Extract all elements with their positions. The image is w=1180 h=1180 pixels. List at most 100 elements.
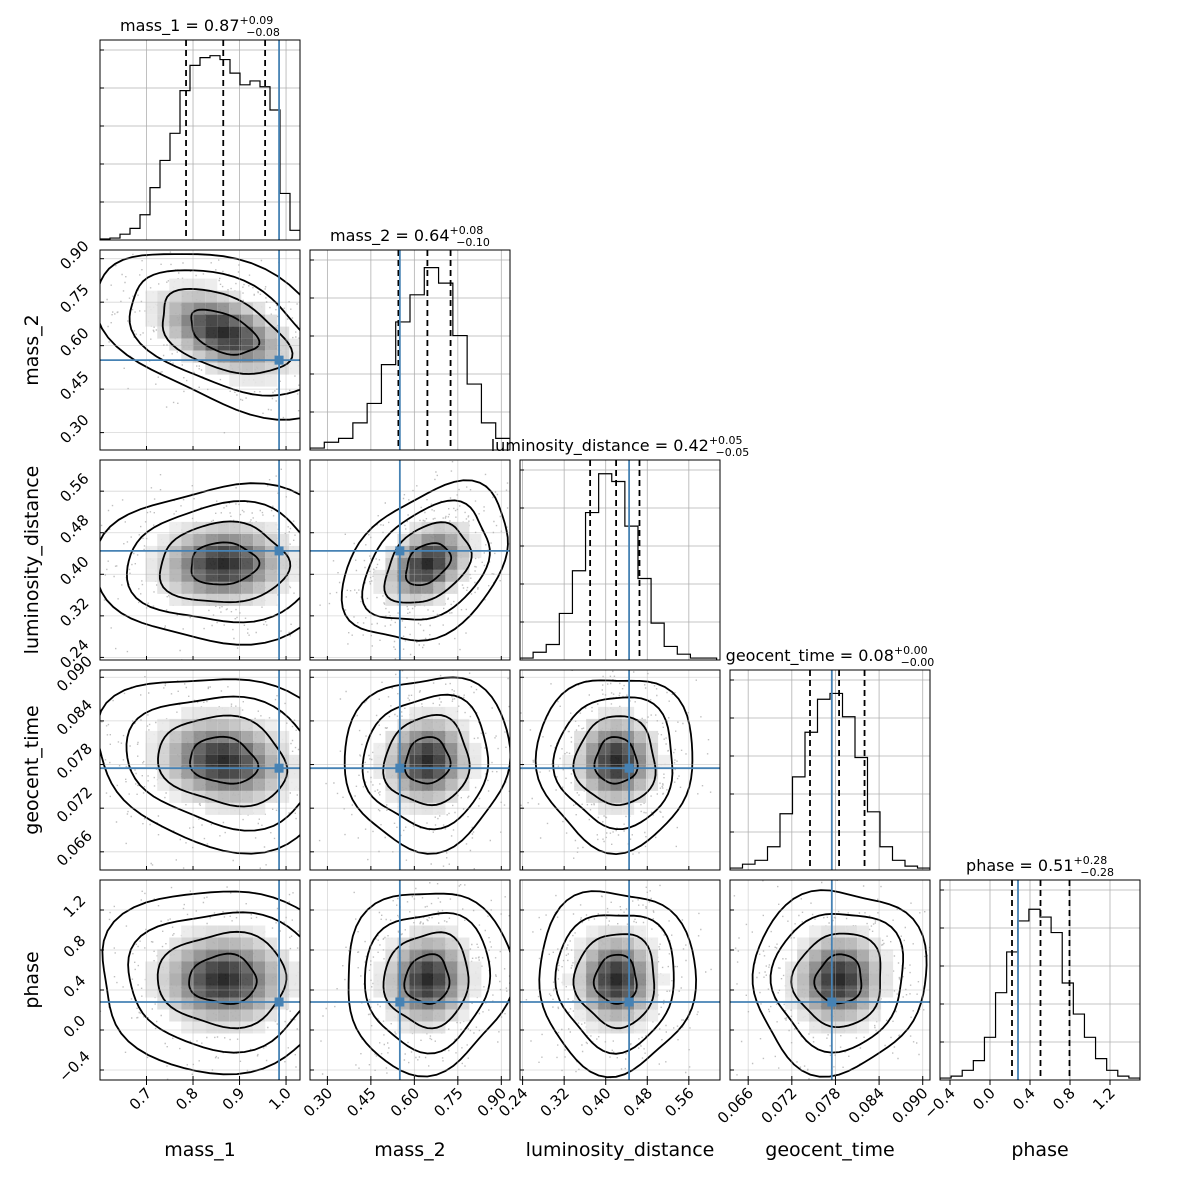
- density-cell: [373, 754, 386, 767]
- title-median: 0.87: [204, 16, 240, 35]
- density-cell: [169, 997, 182, 1010]
- density-cell: [821, 949, 834, 962]
- density-cell: [586, 1009, 599, 1022]
- density-cell: [385, 766, 398, 779]
- density-cell: [646, 973, 659, 986]
- x-axis-label-luminosity_distance: luminosity_distance: [526, 1139, 715, 1161]
- title-param: mass_2: [330, 226, 390, 246]
- density-cell: [169, 790, 182, 803]
- density-cell: [145, 754, 158, 767]
- density-cell: [409, 569, 422, 582]
- density-cell: [241, 985, 254, 998]
- title-median: 0.51: [1038, 856, 1074, 875]
- axes-frame: [99, 669, 301, 871]
- density-cell: [586, 778, 599, 791]
- density-cell: [610, 754, 623, 767]
- contour-level-2: [157, 714, 289, 808]
- density-cell: [265, 961, 278, 974]
- y-tick-label: 1.2: [60, 892, 90, 922]
- title-param: geocent_time: [726, 646, 835, 666]
- density-cell: [409, 766, 422, 779]
- title-equals: =: [835, 646, 859, 665]
- density-cell: [205, 778, 218, 791]
- density-cell: [445, 754, 458, 767]
- density-cell: [457, 557, 470, 570]
- density-cell: [169, 754, 182, 767]
- density-cell: [193, 718, 206, 731]
- density-cell: [253, 545, 266, 558]
- density-cell: [193, 754, 206, 767]
- density-cell: [241, 533, 254, 546]
- density-cell: [469, 742, 482, 755]
- density-cell: [169, 718, 182, 731]
- contour-level-3: [361, 499, 491, 621]
- density-cell: [253, 778, 266, 791]
- density-cell: [169, 545, 182, 558]
- density-cell: [809, 949, 822, 962]
- contour-level-3: [125, 500, 300, 624]
- density-cell: [157, 533, 170, 546]
- density-cell: [433, 742, 446, 755]
- density-cell: [145, 569, 158, 582]
- density-cell: [253, 593, 266, 606]
- density-cell: [253, 997, 266, 1010]
- density-cell: [205, 937, 218, 950]
- panel-title-mass_1: mass_1 = 0.87+0.09 −0.08: [120, 14, 280, 39]
- x-tick-label: 0.45: [343, 1084, 379, 1120]
- truth-point-marker: [827, 997, 837, 1007]
- density-cell: [586, 997, 599, 1010]
- density-cell: [433, 973, 446, 986]
- panel-content: [100, 880, 300, 1080]
- density-cell: [181, 314, 194, 327]
- y-tick-label: 0.45: [56, 367, 92, 403]
- density-cell: [289, 766, 300, 779]
- y-tick-label: 0.30: [56, 411, 92, 447]
- density-cell: [409, 593, 422, 606]
- density-cell: [217, 338, 230, 351]
- density-cell: [241, 314, 254, 327]
- density-cell: [385, 557, 398, 570]
- density-cell: [265, 766, 278, 779]
- truth-point-marker: [624, 997, 634, 1007]
- y-tick-label: 0.32: [56, 594, 92, 630]
- density-cell: [421, 1009, 434, 1022]
- density-cell: [598, 997, 611, 1010]
- density-cell: [821, 985, 834, 998]
- density-cell: [193, 302, 206, 315]
- density-cell: [869, 973, 882, 986]
- density-cell: [265, 593, 278, 606]
- density-cell: [421, 973, 434, 986]
- density-cell: [145, 314, 158, 327]
- contour-level-3: [363, 911, 492, 1055]
- x-axis-label-geocent_time: geocent_time: [765, 1139, 894, 1161]
- contour-level-4: [100, 482, 300, 646]
- density-cell: [265, 338, 278, 351]
- title-plus: +0.00: [894, 644, 928, 657]
- axes-frame: [519, 879, 721, 1081]
- density-cell: [205, 338, 218, 351]
- panel-content: [310, 670, 510, 870]
- density-cell: [857, 1021, 870, 1034]
- scatter-panel-mass_1-vs-geocent_time: [99, 669, 301, 871]
- density-cell: [469, 961, 482, 974]
- density-cell: [229, 1009, 242, 1022]
- density-cell: [421, 754, 434, 767]
- density-cell: [241, 362, 254, 375]
- density-cell: [646, 985, 659, 998]
- density-cell: [457, 718, 470, 731]
- title-median: 0.64: [414, 226, 450, 245]
- axes-frame: [519, 669, 721, 871]
- density-cell: [241, 581, 254, 594]
- density-cell: [229, 730, 242, 743]
- y-tick-label: 0.48: [56, 511, 92, 547]
- density-cell: [181, 730, 194, 743]
- density-cell: [385, 997, 398, 1010]
- density-cell: [445, 706, 458, 719]
- x-axis-label-mass_1: mass_1: [164, 1139, 236, 1161]
- density-cell: [433, 1009, 446, 1022]
- density-cell: [445, 778, 458, 791]
- density-cell: [181, 925, 194, 938]
- density-cell: [797, 961, 810, 974]
- density-cell: [193, 557, 206, 570]
- density-cell: [289, 350, 300, 363]
